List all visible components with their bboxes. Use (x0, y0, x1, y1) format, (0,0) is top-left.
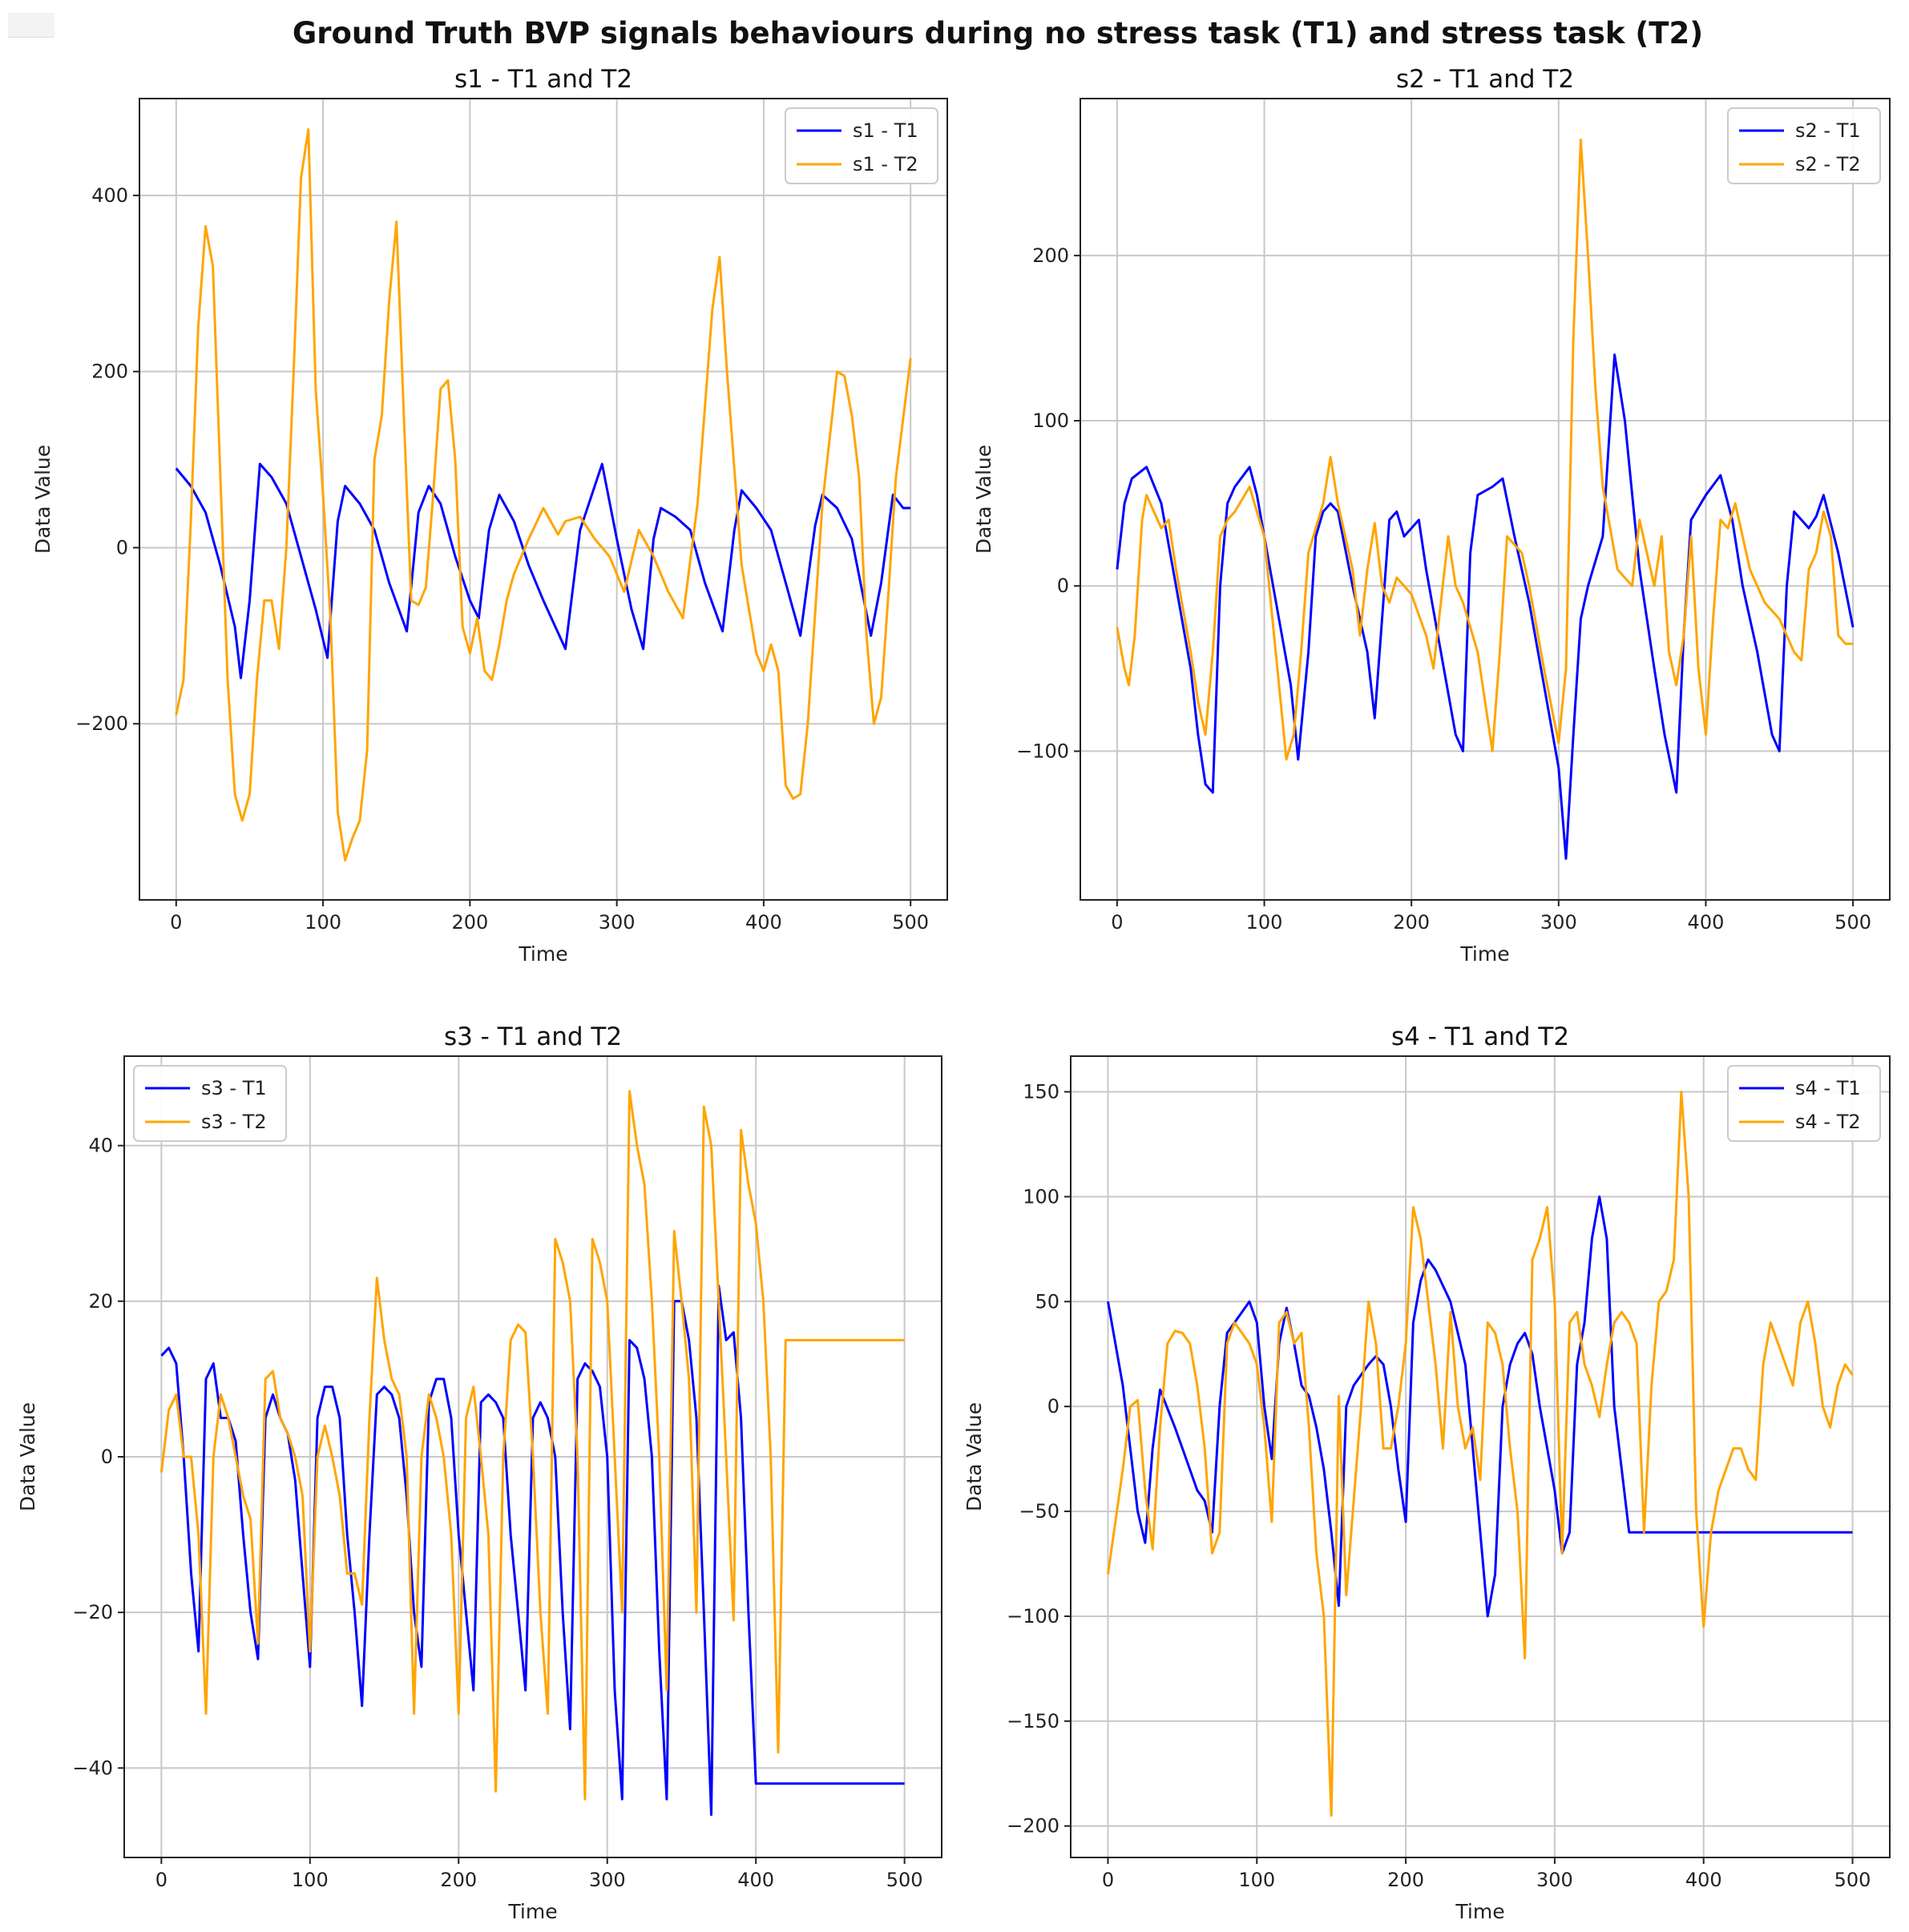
subplot-4: 0 100 200 300 400 500 −200 −150 −100 −50 0 50 100 150… (963, 1022, 1891, 1923)
y-tick-label: −20 (72, 1601, 113, 1623)
x-tick-label: 0 (170, 911, 182, 934)
legend-entry-label: s3 - T1 (201, 1077, 267, 1099)
x-axis-label: Time (1455, 1900, 1504, 1923)
y-tick-label: 200 (91, 361, 128, 383)
y-tick-label: −100 (1007, 1605, 1059, 1627)
y-axis-label: Data Value (16, 1402, 39, 1511)
subplot-3: 0 100 200 300 400 500 −40 −20 0 20 40 s3 - T1 and T… (16, 1022, 942, 1923)
series-line-s1-t2 (175, 128, 912, 861)
series-line-s2-t2 (1116, 139, 1854, 761)
y-tick-label: −150 (1007, 1710, 1059, 1732)
y-axis-label: Data Value (963, 1402, 986, 1511)
legend-entry-label: s1 - T2 (853, 153, 918, 175)
series-line-s3-t1 (160, 1284, 905, 1817)
subplot-1: 0 100 200 300 400 500 −200 0 200 400 s1 - T1 and T… (31, 65, 948, 966)
x-tick-label: 400 (745, 911, 782, 934)
x-tick-label: 300 (1536, 1869, 1573, 1891)
legend: s2 - T1 s2 - T2 (1727, 107, 1881, 184)
x-axis-label: Time (518, 942, 567, 966)
legend: s3 - T1 s3 - T2 (133, 1065, 287, 1142)
y-tick-label: 100 (1032, 409, 1069, 432)
y-tick-label: 50 (1035, 1290, 1059, 1313)
series-line-s4-t1 (1107, 1195, 1853, 1618)
x-tick-label: 0 (155, 1869, 167, 1891)
legend: s1 - T1 s1 - T2 (785, 107, 938, 184)
series-line-s4-t2 (1107, 1091, 1854, 1817)
y-axis-label: Data Value (31, 445, 54, 554)
x-axis-label: Time (507, 1900, 557, 1923)
subplot-title: s3 - T1 and T2 (444, 1022, 622, 1051)
subplot-title: s1 - T1 and T2 (454, 65, 632, 94)
legend-entry-label: s4 - T2 (1795, 1111, 1861, 1133)
x-tick-label: 300 (589, 1869, 626, 1891)
plot-frame (1070, 1055, 1891, 1858)
y-tick-label: 20 (88, 1290, 113, 1313)
x-tick-label: 400 (737, 1869, 774, 1891)
x-axis-label: Time (1459, 942, 1509, 966)
plot-frame (1080, 98, 1891, 901)
figure-title: Ground Truth BVP signals behaviours duri… (293, 16, 1703, 50)
x-tick-label: 200 (440, 1869, 477, 1891)
x-tick-label: 100 (292, 1869, 329, 1891)
x-tick-label: 500 (1834, 911, 1871, 934)
subplot-title: s4 - T1 and T2 (1391, 1022, 1569, 1051)
x-tick-label: 500 (1834, 1869, 1871, 1891)
series-line-s1-t1 (175, 462, 911, 680)
series-line-s3-t2 (159, 1090, 905, 1801)
x-tick-label: 500 (892, 911, 929, 934)
x-tick-label: 500 (886, 1869, 923, 1891)
x-tick-label: 0 (1111, 911, 1123, 934)
y-axis-label: Data Value (972, 445, 995, 554)
x-tick-label: 100 (305, 911, 341, 934)
x-tick-label: 400 (1685, 1869, 1722, 1891)
legend-entry-label: s3 - T2 (201, 1111, 267, 1133)
window-corner-tab (8, 13, 54, 38)
legend-entry-label: s2 - T2 (1795, 153, 1861, 175)
x-tick-label: 200 (451, 911, 488, 934)
y-tick-label: 0 (1047, 1395, 1059, 1418)
y-tick-label: −200 (1007, 1815, 1059, 1837)
y-tick-label: 0 (116, 536, 128, 559)
y-tick-label: 100 (1023, 1185, 1059, 1208)
y-tick-label: −40 (72, 1757, 113, 1779)
y-tick-label: −200 (75, 712, 128, 735)
y-tick-label: −50 (1019, 1500, 1059, 1523)
x-tick-label: 100 (1238, 1869, 1275, 1891)
x-tick-label: 0 (1102, 1869, 1114, 1891)
x-tick-label: 400 (1688, 911, 1725, 934)
y-tick-label: −100 (1016, 740, 1069, 762)
x-tick-label: 200 (1393, 911, 1430, 934)
plot-frame (139, 98, 948, 901)
x-tick-label: 300 (1540, 911, 1577, 934)
legend-entry-label: s4 - T1 (1795, 1077, 1861, 1099)
x-tick-label: 100 (1246, 911, 1283, 934)
y-tick-label: 400 (91, 184, 128, 207)
legend-entry-label: s2 - T1 (1795, 119, 1861, 142)
subplot-title: s2 - T1 and T2 (1396, 65, 1574, 94)
y-tick-label: 40 (88, 1135, 113, 1157)
y-tick-label: 0 (101, 1446, 113, 1468)
legend: s4 - T1 s4 - T2 (1727, 1065, 1881, 1142)
y-tick-label: 150 (1023, 1081, 1059, 1103)
series-line-s2-t1 (1116, 353, 1855, 860)
y-tick-label: 200 (1032, 244, 1069, 267)
subplot-2: 0 100 200 300 400 500 −100 0 100 200 s2 - T1 and T… (972, 65, 1891, 966)
y-tick-label: 0 (1057, 575, 1069, 597)
legend-entry-label: s1 - T1 (853, 119, 918, 142)
x-tick-label: 300 (599, 911, 636, 934)
x-tick-label: 200 (1387, 1869, 1424, 1891)
